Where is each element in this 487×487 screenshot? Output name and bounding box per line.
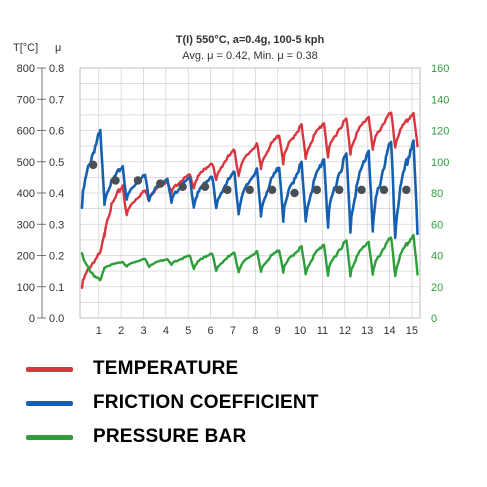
friction-average-marker — [357, 185, 366, 195]
y-tick-temperature: 800 — [17, 63, 35, 75]
legend-item-pressure: PRESSURE BAR — [26, 420, 319, 454]
x-tick-label: 4 — [163, 325, 169, 337]
friction-average-marker — [88, 160, 98, 170]
x-tick-label: 5 — [185, 325, 191, 337]
friction-average-marker — [402, 185, 411, 195]
legend-label-temperature: TEMPERATURE — [93, 358, 239, 379]
x-tick-label: 11 — [317, 325, 328, 337]
x-tick-label: 9 — [275, 325, 281, 337]
legend-item-temperature: TEMPERATURE — [26, 352, 319, 386]
y-tick-friction: 0.1 — [49, 282, 64, 294]
legend-swatch-pressure — [26, 434, 73, 440]
y-tick-pressure: 40 — [431, 251, 443, 263]
legend-swatch-friction — [26, 400, 73, 406]
y-axis-label-friction: μ — [55, 42, 61, 54]
x-tick-label: 7 — [230, 325, 236, 337]
y-tick-friction: 0.3 — [49, 219, 64, 231]
x-tick-label: 6 — [208, 325, 214, 337]
y-tick-friction: 0.8 — [49, 63, 64, 75]
y-tick-temperature: 400 — [17, 188, 35, 200]
x-tick-label: 2 — [118, 325, 124, 337]
x-tick-label: 8 — [252, 325, 258, 337]
y-axis-label-temperature: T[°C] — [13, 42, 38, 54]
y-tick-temperature: 100 — [17, 282, 35, 294]
y-tick-temperature: 200 — [17, 251, 35, 263]
friction-average-marker — [245, 185, 254, 195]
friction-average-marker — [223, 185, 232, 195]
y-tick-friction: 0.7 — [49, 94, 64, 106]
x-tick-label: 15 — [406, 325, 418, 337]
y-tick-pressure: 100 — [431, 157, 449, 169]
chart-subtitle: Avg. μ = 0.42, Min. μ = 0.38 — [182, 50, 317, 62]
y-tick-pressure: 120 — [431, 126, 449, 138]
x-tick-label: 1 — [96, 325, 102, 337]
x-tick-label: 3 — [140, 325, 146, 337]
x-tick-label: 10 — [294, 325, 306, 337]
y-tick-friction: 0.4 — [49, 188, 64, 200]
y-tick-pressure: 60 — [431, 219, 443, 231]
y-tick-pressure: 20 — [431, 282, 443, 294]
friction-average-marker — [267, 185, 277, 195]
y-tick-temperature: 300 — [17, 219, 35, 231]
y-tick-friction: 0.2 — [49, 251, 64, 263]
x-tick-label: 12 — [339, 325, 351, 337]
y-tick-friction: 0.0 — [49, 313, 64, 325]
legend-swatch-temperature — [26, 366, 73, 372]
x-tick-label: 13 — [361, 325, 373, 337]
x-tick-label: 14 — [383, 325, 395, 337]
pressure-line — [80, 234, 419, 282]
friction-average-marker — [200, 182, 210, 191]
legend-label-pressure: PRESSURE BAR — [93, 426, 247, 447]
legend-label-friction: FRICTION COEFFICIENT — [93, 392, 319, 413]
y-tick-pressure: 80 — [431, 188, 443, 200]
friction-average-marker — [290, 188, 299, 198]
y-tick-pressure: 0 — [431, 313, 437, 325]
y-tick-temperature: 0 — [29, 313, 35, 325]
series-group — [80, 111, 419, 289]
y-tick-temperature: 700 — [17, 94, 35, 106]
friction-average-marker — [156, 179, 165, 188]
friction-average-marker — [312, 185, 322, 195]
friction-average-marker — [111, 176, 120, 185]
temperature-line — [80, 111, 419, 289]
friction-average-marker — [379, 185, 389, 195]
chart-title: T(I) 550°C, a=0.4g, 100-5 kph — [176, 34, 325, 46]
friction-average-marker — [335, 185, 344, 195]
friction-average-marker — [178, 182, 187, 191]
grid — [79, 67, 421, 319]
y-tick-pressure: 160 — [431, 63, 449, 75]
y-tick-pressure: 140 — [431, 94, 449, 106]
y-tick-friction: 0.5 — [49, 157, 64, 169]
chart: T(I) 550°C, a=0.4g, 100-5 kph Avg. μ = 0… — [13, 34, 450, 337]
y-tick-friction: 0.6 — [49, 126, 64, 138]
friction-average-marker — [133, 176, 143, 185]
y-tick-temperature: 600 — [17, 126, 35, 138]
y-tick-temperature: 500 — [17, 157, 35, 169]
legend-item-friction: FRICTION COEFFICIENT — [26, 386, 319, 420]
legend: TEMPERATURE FRICTION COEFFICIENT PRESSUR… — [26, 352, 319, 454]
